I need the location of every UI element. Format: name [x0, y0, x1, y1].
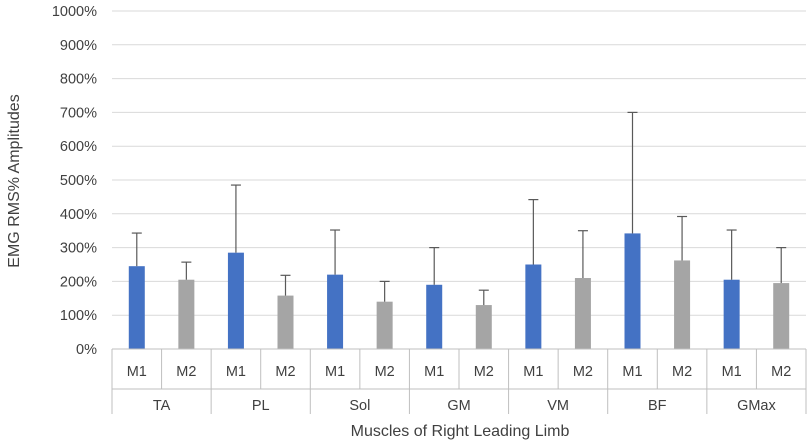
x-group-label: GMax: [737, 398, 776, 414]
x-group-label: BF: [648, 398, 667, 414]
y-tick-label: 500%: [60, 173, 97, 189]
bar-bf-m2: [674, 260, 691, 349]
y-tick-label: 600%: [60, 139, 97, 155]
y-tick-label: 0%: [76, 342, 97, 358]
y-axis-title: EMG RMS% Amplitudes: [6, 94, 23, 267]
y-tick-label: 300%: [60, 241, 97, 257]
y-tick-label: 100%: [60, 308, 97, 324]
bar-sol-m2: [376, 301, 393, 349]
x-group-label: Sol: [349, 398, 370, 414]
x-subcategory-label: M2: [771, 364, 791, 380]
x-subcategory-label: M1: [226, 364, 246, 380]
x-subcategory-label: M1: [523, 364, 543, 380]
bar-vm-m2: [574, 278, 591, 349]
bar-gm-m1: [426, 284, 443, 349]
bar-pl-m2: [277, 295, 294, 349]
x-axis-title: Muscles of Right Leading Limb: [351, 423, 570, 440]
x-subcategory-label: M2: [375, 364, 395, 380]
x-subcategory-label: M2: [275, 364, 295, 380]
x-subcategory-label: M2: [672, 364, 692, 380]
x-group-label: PL: [252, 398, 270, 414]
y-tick-label: 1000%: [52, 4, 97, 20]
bar-vm-m1: [525, 264, 542, 349]
x-group-label: VM: [547, 398, 569, 414]
x-subcategory-label: M2: [176, 364, 196, 380]
bar-gmax-m2: [773, 283, 790, 349]
y-tick-label: 800%: [60, 72, 97, 88]
bar-gmax-m1: [723, 279, 740, 349]
y-tick-label: 200%: [60, 274, 97, 290]
bar-gm-m2: [475, 305, 492, 349]
x-subcategory-label: M2: [474, 364, 494, 380]
x-group-label: TA: [153, 398, 171, 414]
bar-ta-m1: [128, 266, 145, 349]
x-subcategory-label: M1: [722, 364, 742, 380]
bar-bf-m1: [624, 233, 641, 349]
bar-ta-m2: [178, 279, 195, 349]
bar-sol-m1: [327, 274, 344, 349]
y-tick-label: 400%: [60, 207, 97, 223]
x-subcategory-label: M1: [424, 364, 444, 380]
bar-pl-m1: [227, 252, 244, 349]
x-subcategory-label: M1: [127, 364, 147, 380]
x-subcategory-label: M2: [573, 364, 593, 380]
x-subcategory-label: M1: [622, 364, 642, 380]
y-tick-label: 700%: [60, 105, 97, 121]
y-tick-label: 900%: [60, 38, 97, 54]
x-subcategory-label: M1: [325, 364, 345, 380]
x-group-label: GM: [447, 398, 470, 414]
